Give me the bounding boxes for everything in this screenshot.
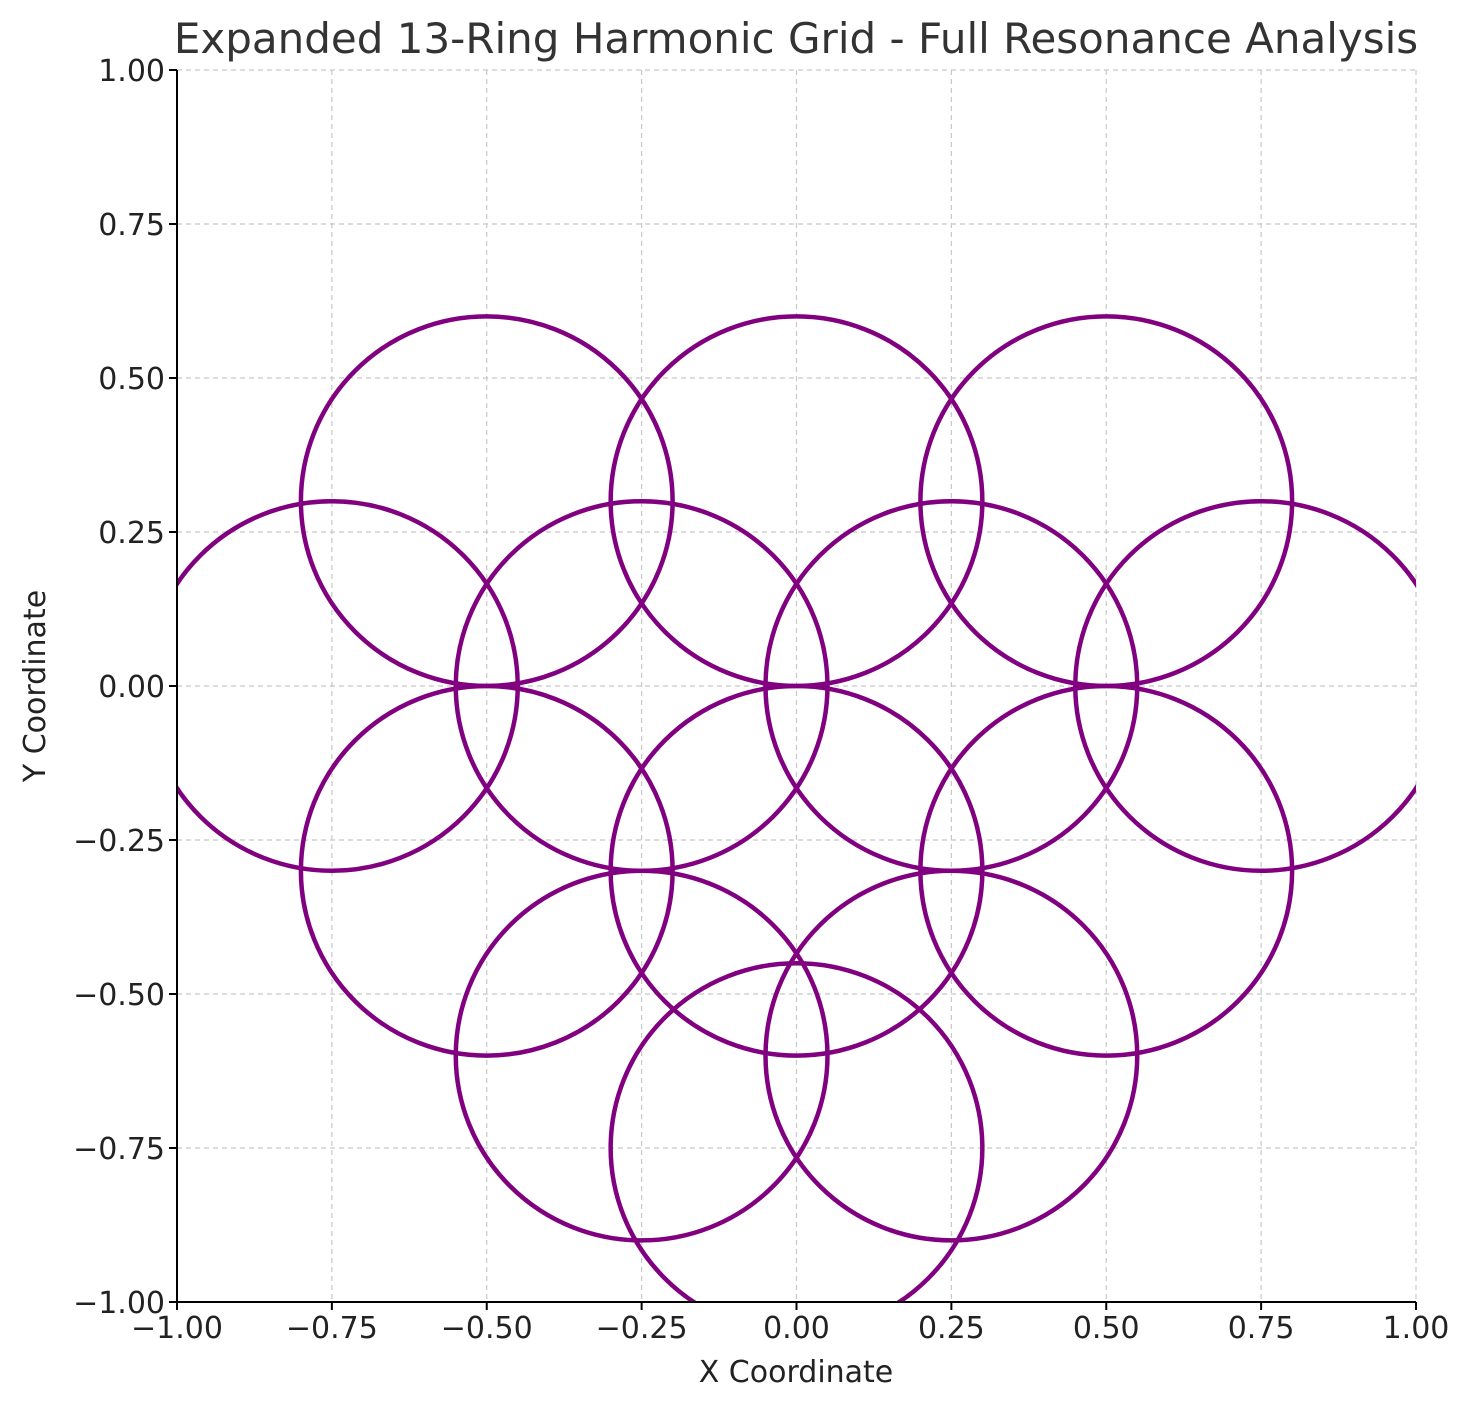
harmonic-ring	[453, 868, 830, 1243]
harmonic-ring	[1073, 499, 1416, 873]
x-tick-label: −1.00	[131, 1311, 223, 1346]
y-tick-label: 0.25	[98, 516, 165, 551]
x-axis-label: X Coordinate	[699, 1355, 894, 1390]
x-tick-label: −0.75	[286, 1311, 378, 1346]
harmonic-ring	[608, 961, 985, 1302]
y-tick-label: −0.50	[73, 978, 165, 1013]
x-tick-label: −0.50	[441, 1311, 533, 1346]
rings-series	[177, 314, 1416, 1302]
x-tick-label: 0.25	[918, 1311, 985, 1346]
y-tick-label: 0.50	[98, 362, 165, 397]
harmonic-ring	[177, 499, 520, 873]
harmonic-ring	[608, 683, 985, 1058]
chart-title: Expanded 13-Ring Harmonic Grid - Full Re…	[174, 14, 1418, 63]
x-tick-label: 0.75	[1228, 1311, 1295, 1346]
x-tick-label: −0.25	[596, 1311, 688, 1346]
y-axis-ticks: −1.00 −0.75 −0.50 −0.25 0.00 0.25 0.50 0.75 1.00	[73, 54, 177, 1321]
harmonic-ring	[298, 683, 675, 1058]
y-tick-label: 0.00	[98, 670, 165, 705]
x-tick-label: 1.00	[1383, 1311, 1450, 1346]
harmonic-ring	[918, 683, 1295, 1058]
x-axis-ticks: −1.00 −0.75 −0.50 −0.25 0.00 0.25 0.50 0.75 1.00	[131, 1302, 1449, 1346]
y-tick-label: −0.75	[73, 1132, 165, 1167]
y-tick-label: −0.25	[73, 824, 165, 859]
y-tick-label: −1.00	[73, 1286, 165, 1321]
harmonic-ring	[763, 868, 1140, 1243]
x-tick-label: 0.50	[1073, 1311, 1140, 1346]
y-tick-label: 0.75	[98, 208, 165, 243]
x-tick-label: 0.00	[763, 1311, 830, 1346]
y-axis-label: Y Coordinate	[18, 590, 53, 783]
y-tick-label: 1.00	[98, 54, 165, 89]
